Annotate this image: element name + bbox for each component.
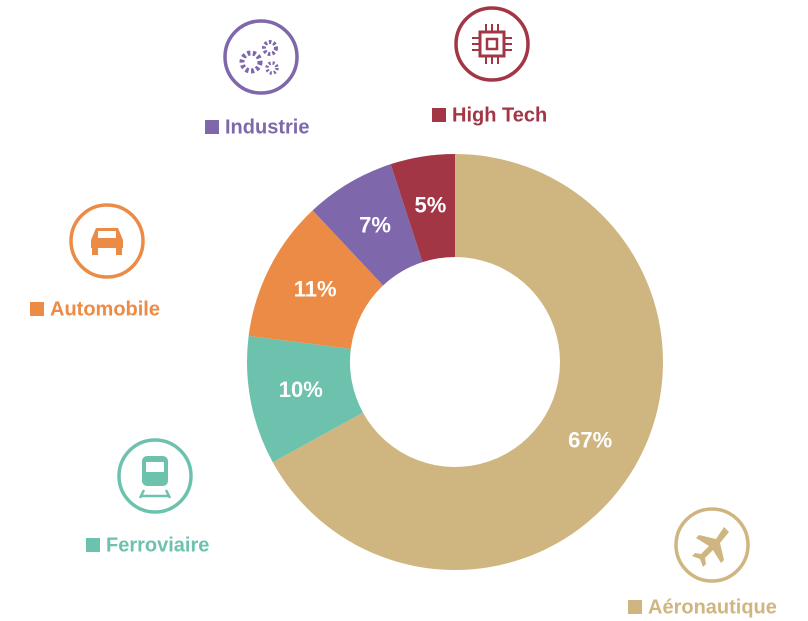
legend-label: Ferroviaire	[106, 534, 209, 556]
value-label: 10%	[279, 377, 323, 402]
legend-label: High Tech	[452, 104, 547, 126]
ferroviaire-icon	[117, 438, 193, 514]
value-label: 11%	[294, 277, 337, 302]
industrie-icon	[223, 19, 299, 95]
legend-swatch	[30, 302, 44, 316]
value-label: 5%	[415, 193, 447, 218]
donut-slice	[248, 210, 384, 349]
legend-swatch	[86, 538, 100, 552]
high-tech-icon	[454, 6, 530, 82]
legend-label: Industrie	[225, 116, 309, 138]
legend-swatch	[432, 108, 446, 122]
legend-label: Automobile	[50, 298, 160, 320]
donut-slice	[246, 335, 363, 463]
automobile-icon	[69, 203, 145, 279]
donut-slice	[312, 164, 423, 286]
legend-label: Aéronautique	[648, 596, 777, 618]
legend-swatch	[205, 120, 219, 134]
value-label: 67%	[568, 428, 612, 453]
aeronautique-icon	[674, 507, 750, 583]
legend-swatch	[628, 600, 642, 614]
donut-slice	[272, 154, 663, 570]
donut-slice	[390, 154, 455, 263]
value-label: 7%	[359, 213, 391, 238]
